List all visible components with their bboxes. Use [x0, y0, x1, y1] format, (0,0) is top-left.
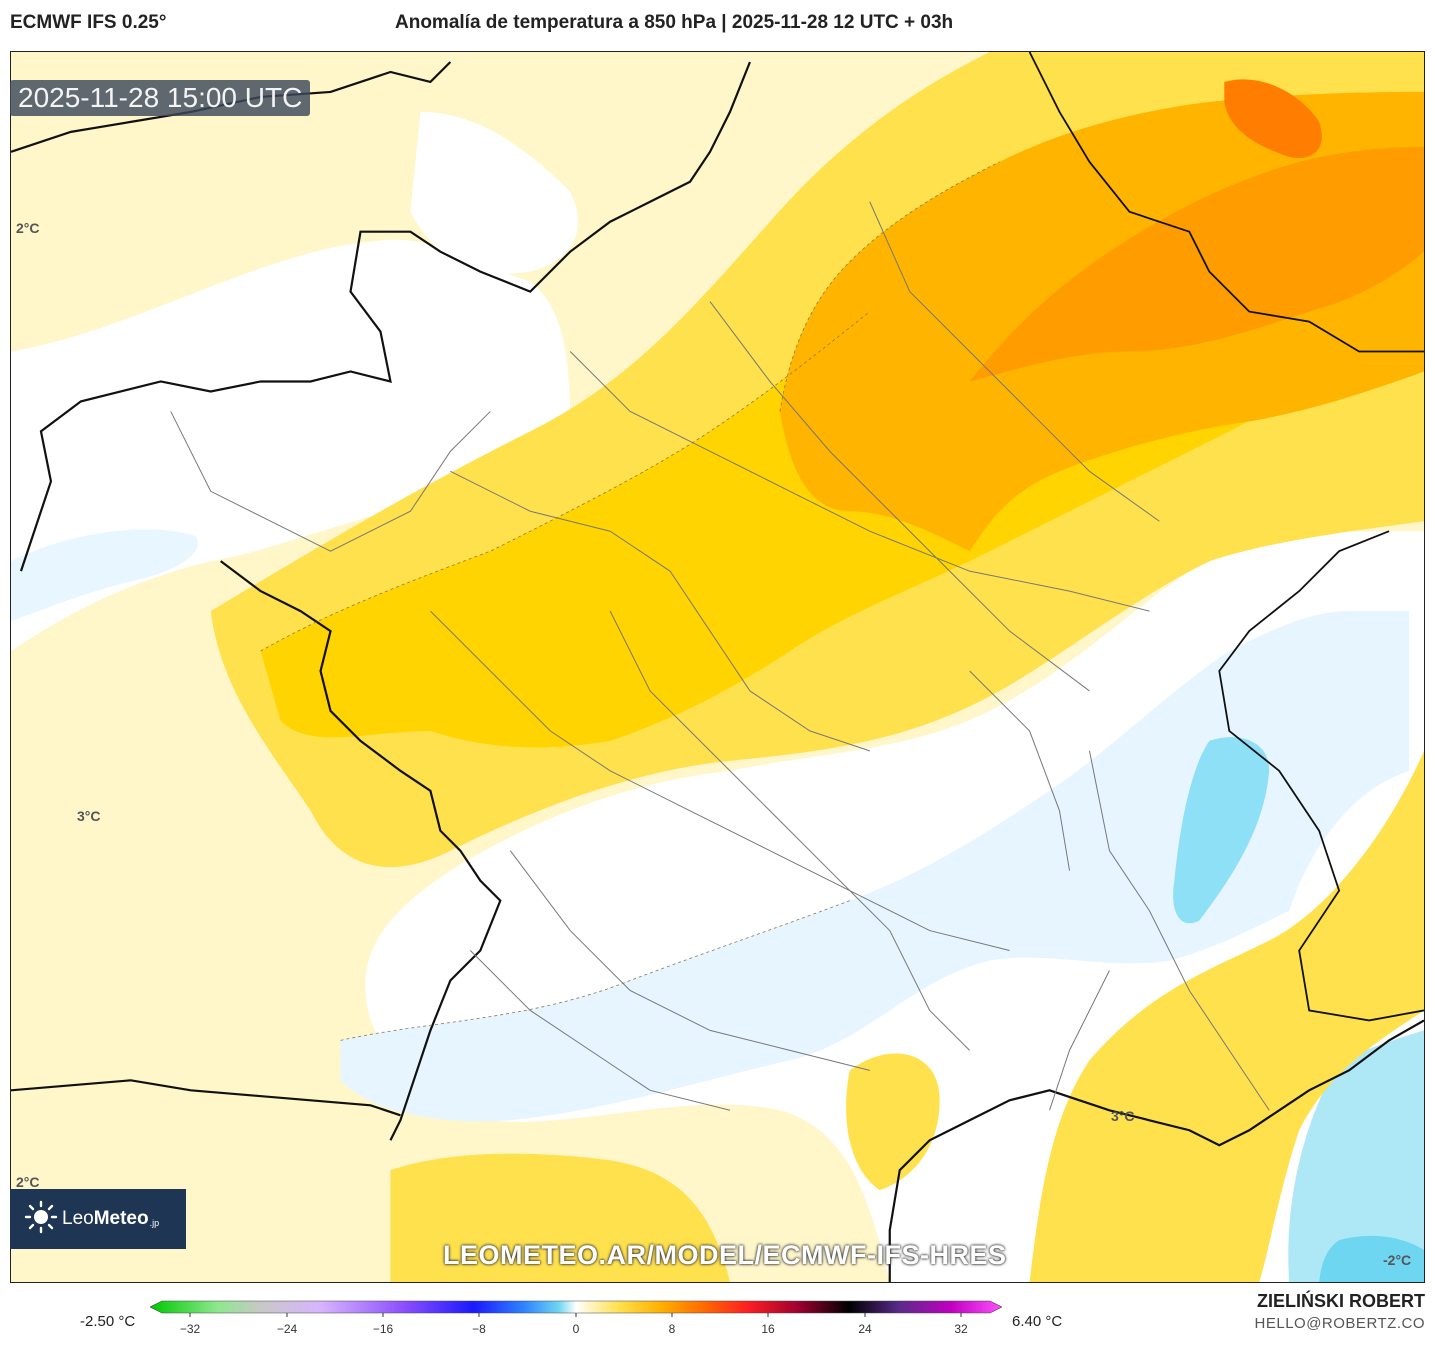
anomaly-zone-white-nw — [410, 111, 579, 274]
contour-label: 3°C — [77, 808, 101, 824]
source-watermark: LEOMETEO.AR/MODEL/ECMWF-IFS-HRES — [443, 1240, 1007, 1270]
valid-time-badge: 2025-11-28 15:00 UTC — [10, 80, 311, 116]
contour-label: 2°C — [16, 1174, 40, 1190]
colorbar-tick: 16 — [761, 1322, 775, 1336]
anomaly-zone-dark-orange — [969, 146, 1424, 382]
anomaly-zone-pale-blue-atlantic — [11, 529, 198, 622]
anomaly-zone-pale-blue-se — [340, 611, 1410, 1122]
colorbar: −32 −24 −16 −8 0 8 16 24 32 — [149, 1300, 1003, 1340]
coastline-france — [19, 61, 751, 1141]
colorbar-tick: 24 — [858, 1322, 872, 1336]
anomaly-contours — [260, 161, 1000, 1041]
map-canvas — [11, 52, 1424, 1282]
anomaly-zone-yellow-pyrenees-east — [846, 1053, 940, 1191]
anomaly-zone-yellow-southeast — [1029, 750, 1424, 1282]
contour-label: 3°C — [1111, 1108, 1135, 1124]
anomaly-zone-cyan-med — [1288, 1030, 1424, 1282]
colorbar-tick: −24 — [277, 1322, 298, 1336]
anomaly-zone-cyan-alps — [1173, 737, 1270, 924]
map-title: Anomalía de temperatura a 850 hPa | 2025… — [395, 12, 954, 33]
sun-icon — [24, 1200, 58, 1239]
author-email[interactable]: HELLO@ROBERTZ.CO — [1254, 1315, 1425, 1332]
logo-tld: .jp — [149, 1218, 160, 1228]
anomaly-zone-cyan-med-core — [1319, 1235, 1424, 1282]
coastline-spain-north — [11, 1079, 401, 1117]
colorbar-tick: −8 — [472, 1322, 486, 1336]
colorbar-min-label: -2.50 °C — [80, 1313, 136, 1330]
contour-label: -2°C — [1383, 1252, 1412, 1268]
colorbar-tick: 8 — [669, 1322, 676, 1336]
colorbar-max-label: 6.40 °C — [1012, 1313, 1063, 1330]
colorbar-tick: −32 — [180, 1322, 201, 1336]
logo-brand: LeoMeteo — [62, 1208, 149, 1229]
region-borders — [170, 201, 1270, 1111]
colorbar-tick: 32 — [954, 1322, 968, 1336]
anomaly-zone-red-orange — [1224, 79, 1322, 159]
anomaly-zone-yellow-southwest — [390, 1153, 730, 1282]
temperature-anomaly-map — [10, 51, 1425, 1283]
author-name: ZIELIŃSKI ROBERT — [1256, 1291, 1425, 1311]
national-border-east — [1028, 52, 1424, 1022]
model-label: ECMWF IFS 0.25° — [10, 12, 167, 33]
colorbar-tick: 0 — [573, 1322, 580, 1336]
contour-label: 2°C — [16, 220, 40, 236]
colorbar-tick: −16 — [373, 1322, 394, 1336]
coastline-mediterranean — [888, 1019, 1424, 1282]
leometeo-logo[interactable]: LeoMeteo .jp — [10, 1189, 186, 1249]
